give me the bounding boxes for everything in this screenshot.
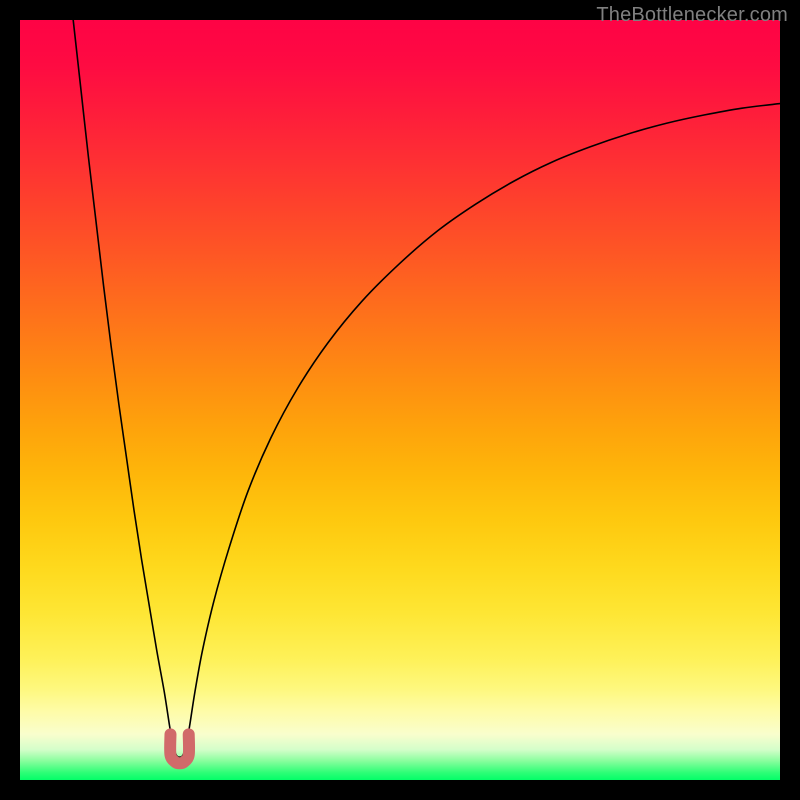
watermark-text: TheBottlenecker.com xyxy=(596,4,788,27)
chart-container: TheBottlenecker.com xyxy=(0,0,800,800)
gradient-background xyxy=(20,20,780,780)
bottleneck-chart xyxy=(20,20,780,780)
